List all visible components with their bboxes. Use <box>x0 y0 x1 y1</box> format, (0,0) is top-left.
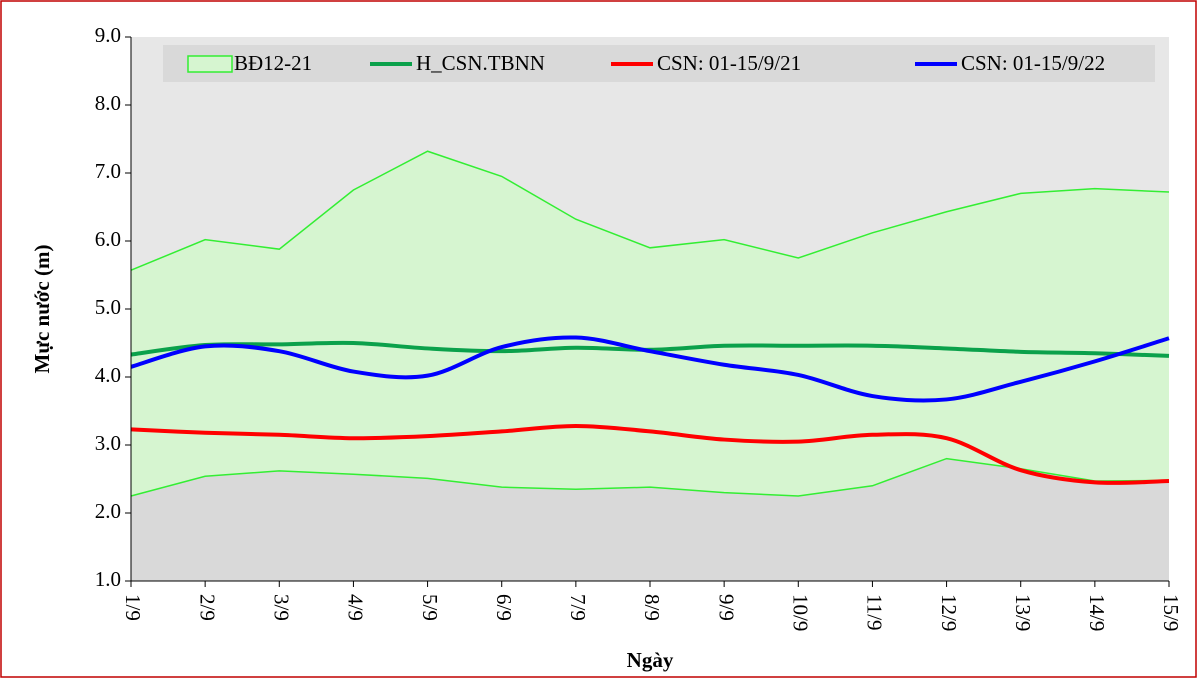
band-fill <box>131 151 1169 497</box>
x-tick-label: 7/9 <box>566 594 590 621</box>
x-tick-label: 5/9 <box>418 594 442 621</box>
legend-label: CSN: 01-15/9/21 <box>657 51 801 75</box>
y-tick-label: 7.0 <box>95 159 121 183</box>
x-tick-label: 15/9 <box>1159 594 1183 631</box>
y-tick-label: 5.0 <box>95 295 121 319</box>
x-tick-label: 6/9 <box>492 594 516 621</box>
x-tick-label: 11/9 <box>863 594 887 631</box>
x-tick-label: 1/9 <box>121 594 145 621</box>
y-axis-title: Mực nước (m) <box>30 245 54 374</box>
legend-box <box>163 45 1155 82</box>
series-line <box>130 423 1170 485</box>
x-tick-label: 9/9 <box>714 594 738 621</box>
y-tick-label: 9.0 <box>95 23 121 47</box>
y-tick-label: 3.0 <box>95 431 121 455</box>
legend-label: CSN: 01-15/9/22 <box>961 51 1105 75</box>
legend-swatch <box>187 55 233 73</box>
y-tick-label: 1.0 <box>95 567 121 591</box>
x-tick-label: 13/9 <box>1011 594 1035 631</box>
x-axis-title: Ngày <box>627 648 674 672</box>
y-tick-label: 2.0 <box>95 499 121 523</box>
band-upper <box>130 150 1170 271</box>
x-tick-label: 3/9 <box>269 594 293 621</box>
series-line <box>130 335 1170 403</box>
x-tick-label: 12/9 <box>937 594 961 631</box>
legend-label: BĐ12-21 <box>234 51 312 75</box>
x-tick-label: 10/9 <box>788 594 812 631</box>
below-band <box>131 458 1169 581</box>
x-tick-label: 14/9 <box>1085 594 1109 631</box>
legend-label: H_CSN.TBNN <box>416 51 545 75</box>
y-tick-label: 6.0 <box>95 227 121 251</box>
y-tick-label: 4.0 <box>95 363 121 387</box>
x-tick-label: 8/9 <box>640 594 664 621</box>
y-tick-label: 8.0 <box>95 91 121 115</box>
x-tick-label: 2/9 <box>195 594 219 621</box>
band-lower <box>130 457 1170 497</box>
x-tick-label: 4/9 <box>344 594 368 621</box>
